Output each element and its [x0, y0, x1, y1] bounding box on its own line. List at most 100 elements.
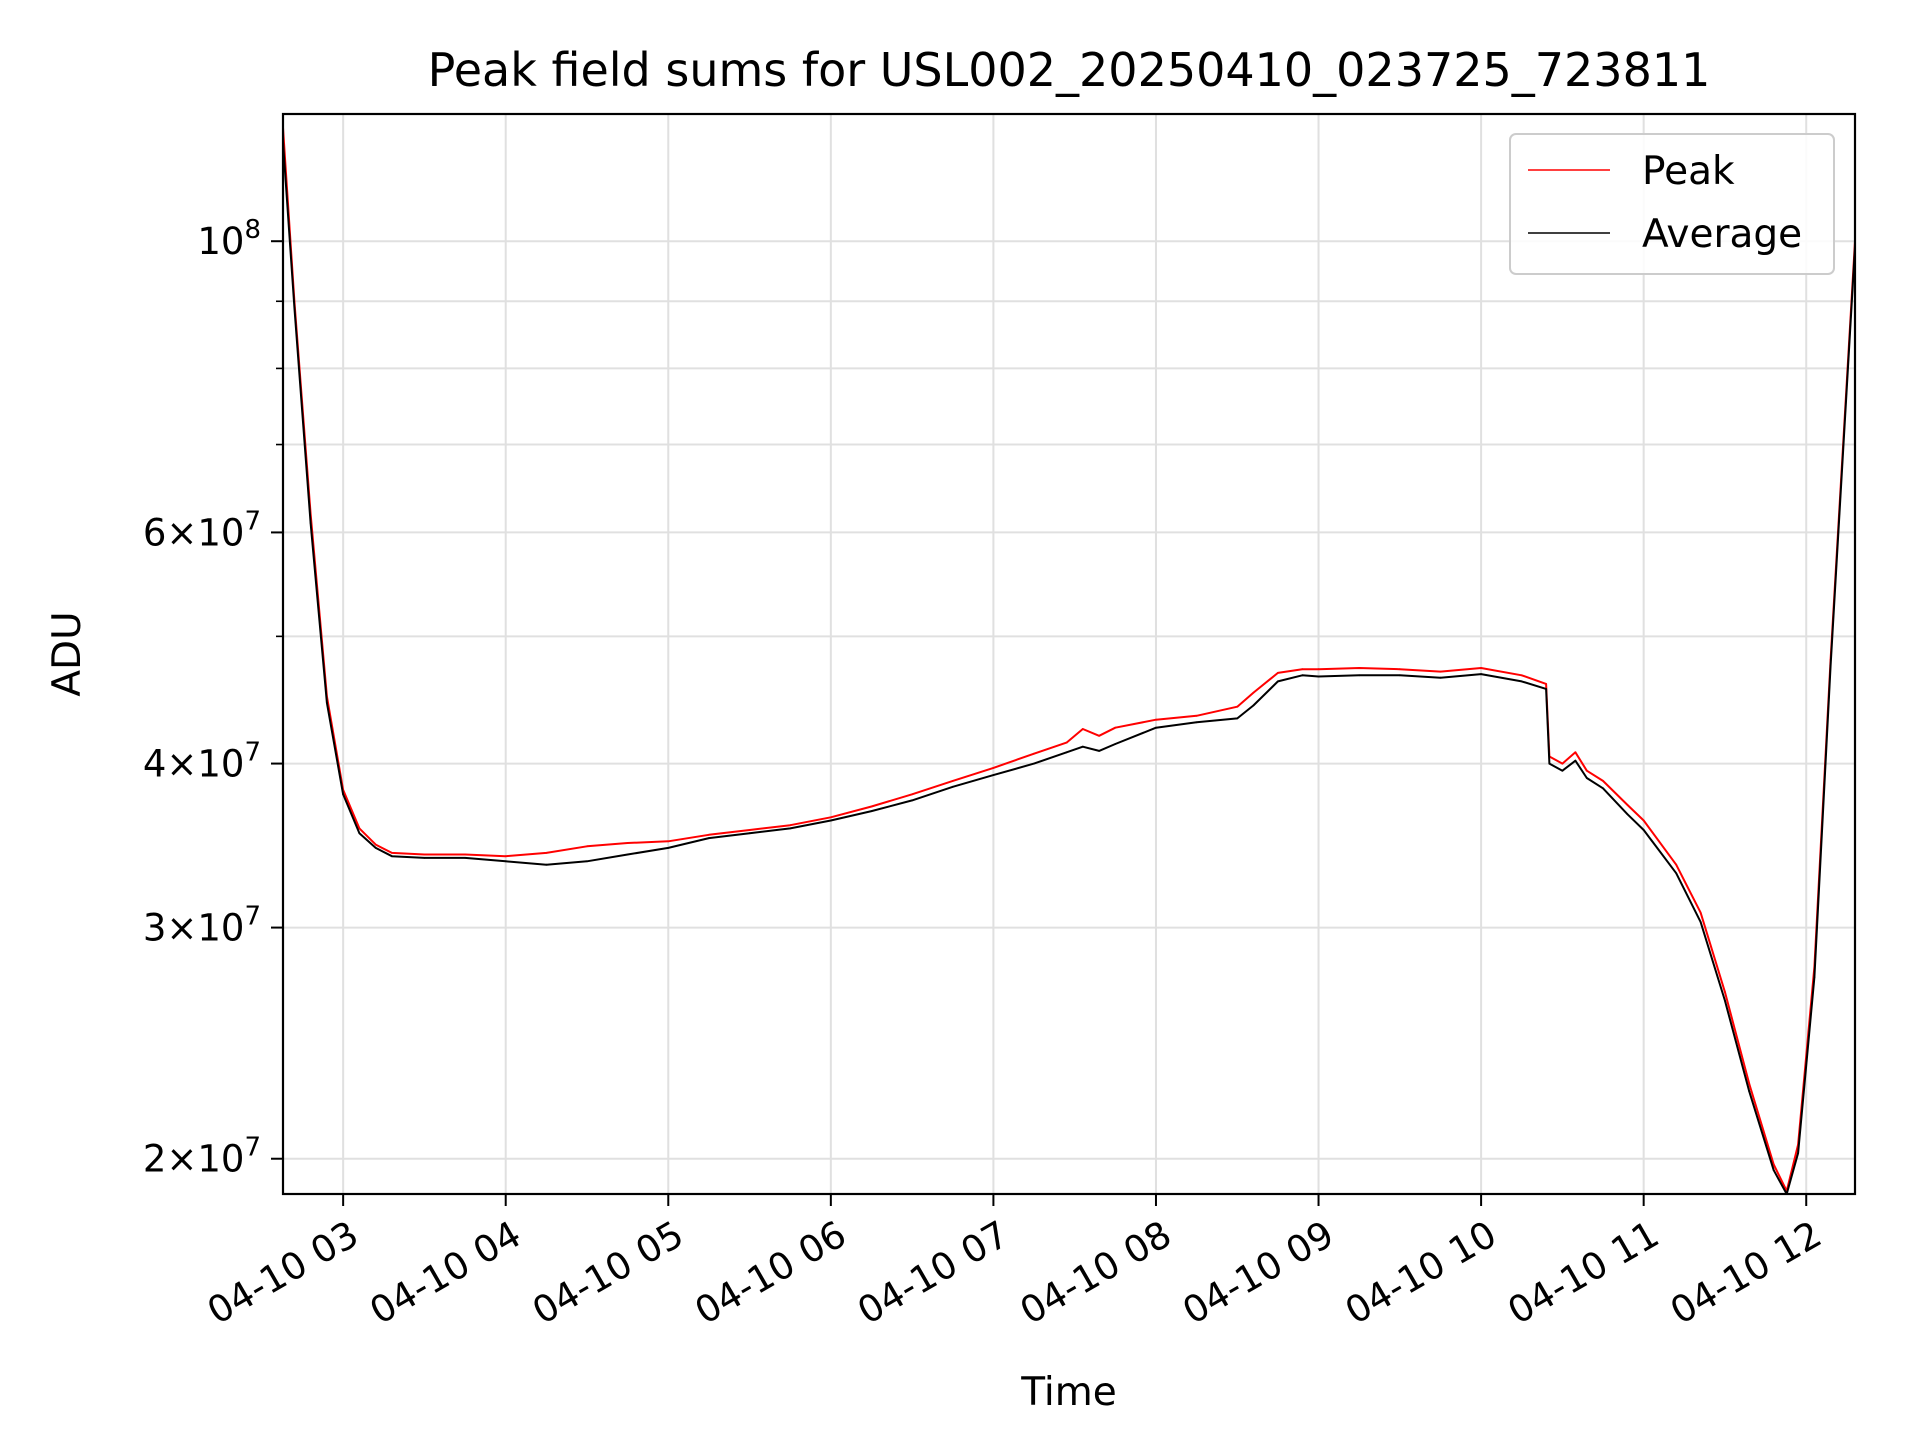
data-point-average — [1626, 813, 1629, 816]
y-axis-label: ADU — [45, 611, 90, 696]
data-point-average — [1520, 680, 1523, 683]
data-point-average — [626, 853, 629, 856]
data-point-peak — [1561, 762, 1564, 765]
y-tick-label: 2×107 — [143, 1133, 261, 1181]
data-point-average — [293, 306, 296, 309]
data-point-peak — [1772, 1163, 1775, 1166]
data-point-average — [1675, 872, 1678, 875]
data-point-peak — [1098, 734, 1100, 737]
plot-frame — [281, 112, 1857, 1196]
data-point-peak — [829, 816, 832, 819]
data-point-peak — [789, 824, 792, 827]
data-point-peak — [667, 840, 670, 843]
data-point-average — [1301, 674, 1304, 677]
data-point-peak — [1065, 741, 1068, 744]
grid-lines — [283, 114, 1855, 1194]
data-point-peak — [1301, 668, 1304, 671]
data-point-average — [1317, 675, 1320, 678]
data-point-average — [1699, 921, 1702, 923]
data-point-average — [1602, 787, 1604, 790]
data-point-peak — [748, 829, 751, 831]
data-point-average — [1829, 664, 1832, 667]
data-point-peak — [1398, 668, 1401, 671]
legend-box — [1509, 133, 1835, 275]
chart-title: Peak field sums for USL002_20250410_0237… — [428, 43, 1711, 97]
data-series — [282, 126, 1856, 1195]
data-point-peak — [1724, 991, 1726, 993]
data-point-peak — [1317, 668, 1320, 671]
data-point-average — [1585, 777, 1588, 779]
data-point-average — [1797, 1152, 1799, 1154]
data-point-average — [1065, 751, 1068, 754]
data-point-average — [911, 799, 913, 802]
data-point-peak — [1277, 672, 1279, 674]
data-point-peak — [1699, 911, 1702, 914]
data-point-peak — [1033, 752, 1035, 755]
data-point-average — [667, 847, 670, 849]
data-point-average — [951, 785, 954, 788]
data-point-average — [1236, 717, 1239, 720]
data-point-average — [1252, 704, 1255, 707]
data-point-peak — [391, 852, 393, 854]
data-point-average — [1114, 743, 1117, 745]
y-tick-label: 3×107 — [143, 902, 261, 950]
data-point-peak — [1439, 670, 1442, 673]
data-point-peak — [1520, 674, 1523, 677]
data-point-peak — [992, 767, 995, 769]
data-point-average — [1033, 762, 1035, 765]
data-point-average — [748, 832, 751, 835]
data-point-average — [504, 860, 507, 863]
data-point-average — [1155, 726, 1157, 729]
data-point-peak — [374, 843, 377, 846]
data-point-average — [1545, 688, 1547, 690]
data-point-average — [708, 837, 710, 839]
data-point-peak — [358, 827, 361, 830]
data-point-average — [326, 701, 328, 704]
data-point-peak — [1585, 769, 1588, 772]
data-point-peak — [911, 793, 913, 796]
data-point-average — [1081, 745, 1084, 748]
y-tick-label: 108 — [197, 215, 261, 263]
data-point-average — [586, 860, 588, 863]
data-point-peak — [545, 852, 548, 854]
data-point-average — [1561, 769, 1564, 772]
data-point-peak — [1480, 667, 1482, 669]
data-point-average — [1277, 680, 1279, 683]
y-tick-label: 6×107 — [143, 506, 261, 554]
data-point-peak — [1574, 751, 1577, 754]
data-point-average — [374, 847, 377, 849]
legend: Peak Average — [1509, 133, 1835, 275]
data-point-peak — [1114, 726, 1117, 729]
data-point-peak — [1081, 728, 1084, 730]
data-point-peak — [423, 853, 426, 856]
data-point-average — [1574, 759, 1577, 762]
data-point-peak — [1626, 804, 1629, 806]
data-point-peak — [1545, 683, 1547, 685]
data-point-peak — [504, 855, 507, 858]
x-axis-label: Time — [1020, 1370, 1116, 1415]
series-line-peak — [282, 127, 1856, 1192]
data-point-peak — [1642, 819, 1645, 822]
data-point-peak — [708, 833, 710, 836]
data-point-average — [1195, 721, 1198, 724]
data-point-average — [391, 855, 393, 858]
data-point-average — [1358, 674, 1361, 677]
data-point-average — [1748, 1090, 1751, 1093]
data-point-average — [992, 774, 995, 776]
data-point-peak — [1675, 863, 1678, 866]
data-point-average — [1772, 1169, 1775, 1172]
legend-label-peak: Peak — [1642, 149, 1735, 194]
y-tick-label: 4×107 — [143, 738, 261, 786]
data-point-average — [1642, 829, 1645, 831]
data-point-average — [1439, 676, 1442, 679]
data-point-average — [358, 832, 361, 835]
data-point-average — [1098, 750, 1100, 752]
data-point-average — [423, 857, 426, 859]
data-point-peak — [951, 780, 954, 782]
data-point-peak — [1236, 705, 1239, 708]
data-point-peak — [1602, 780, 1604, 782]
data-point-peak — [1252, 691, 1255, 694]
data-point-average — [545, 863, 548, 866]
data-point-average — [1724, 999, 1726, 1002]
